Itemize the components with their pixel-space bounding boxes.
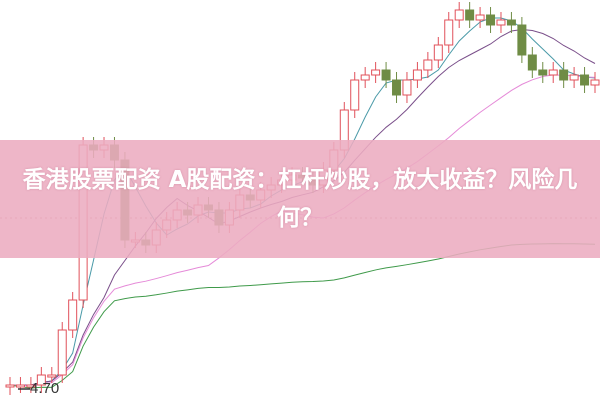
candle-body <box>506 19 516 26</box>
candle-body <box>454 9 464 21</box>
candle-body <box>496 19 506 26</box>
candle-body <box>475 14 485 21</box>
candle-body <box>15 384 25 388</box>
ma60-line <box>9 243 596 389</box>
candle-body <box>590 79 600 86</box>
candle-body <box>26 384 36 388</box>
candle-body <box>392 79 402 96</box>
candle-body <box>548 69 558 76</box>
candle-body <box>423 59 433 71</box>
candle-body <box>360 74 370 81</box>
candle-body <box>381 69 391 81</box>
candle-body <box>580 74 590 86</box>
title-banner: 香港股票配资 A股配资：杠杆炒股，放大收益？风险几何？ <box>0 140 600 258</box>
candle-body <box>68 299 78 331</box>
candle-body <box>465 9 475 21</box>
candle-body <box>538 69 548 76</box>
candle-body <box>402 79 412 96</box>
candle-body <box>517 24 527 56</box>
candle-body <box>47 374 57 378</box>
price-label: 4.70 <box>30 380 60 397</box>
candle-body <box>57 329 67 376</box>
candle-body <box>371 69 381 76</box>
candle-body <box>444 19 454 46</box>
candle-body <box>527 54 537 71</box>
candle-body <box>36 374 46 386</box>
candle-body <box>486 14 496 26</box>
banner-title: 香港股票配资 A股配资：杠杆炒股，放大收益？风险几何？ <box>22 167 578 231</box>
candle-body <box>350 79 360 111</box>
candle-body <box>412 69 422 81</box>
candle-body <box>559 69 569 81</box>
candle-body <box>569 74 579 81</box>
candle-body <box>433 44 443 61</box>
candle-body <box>5 384 15 388</box>
